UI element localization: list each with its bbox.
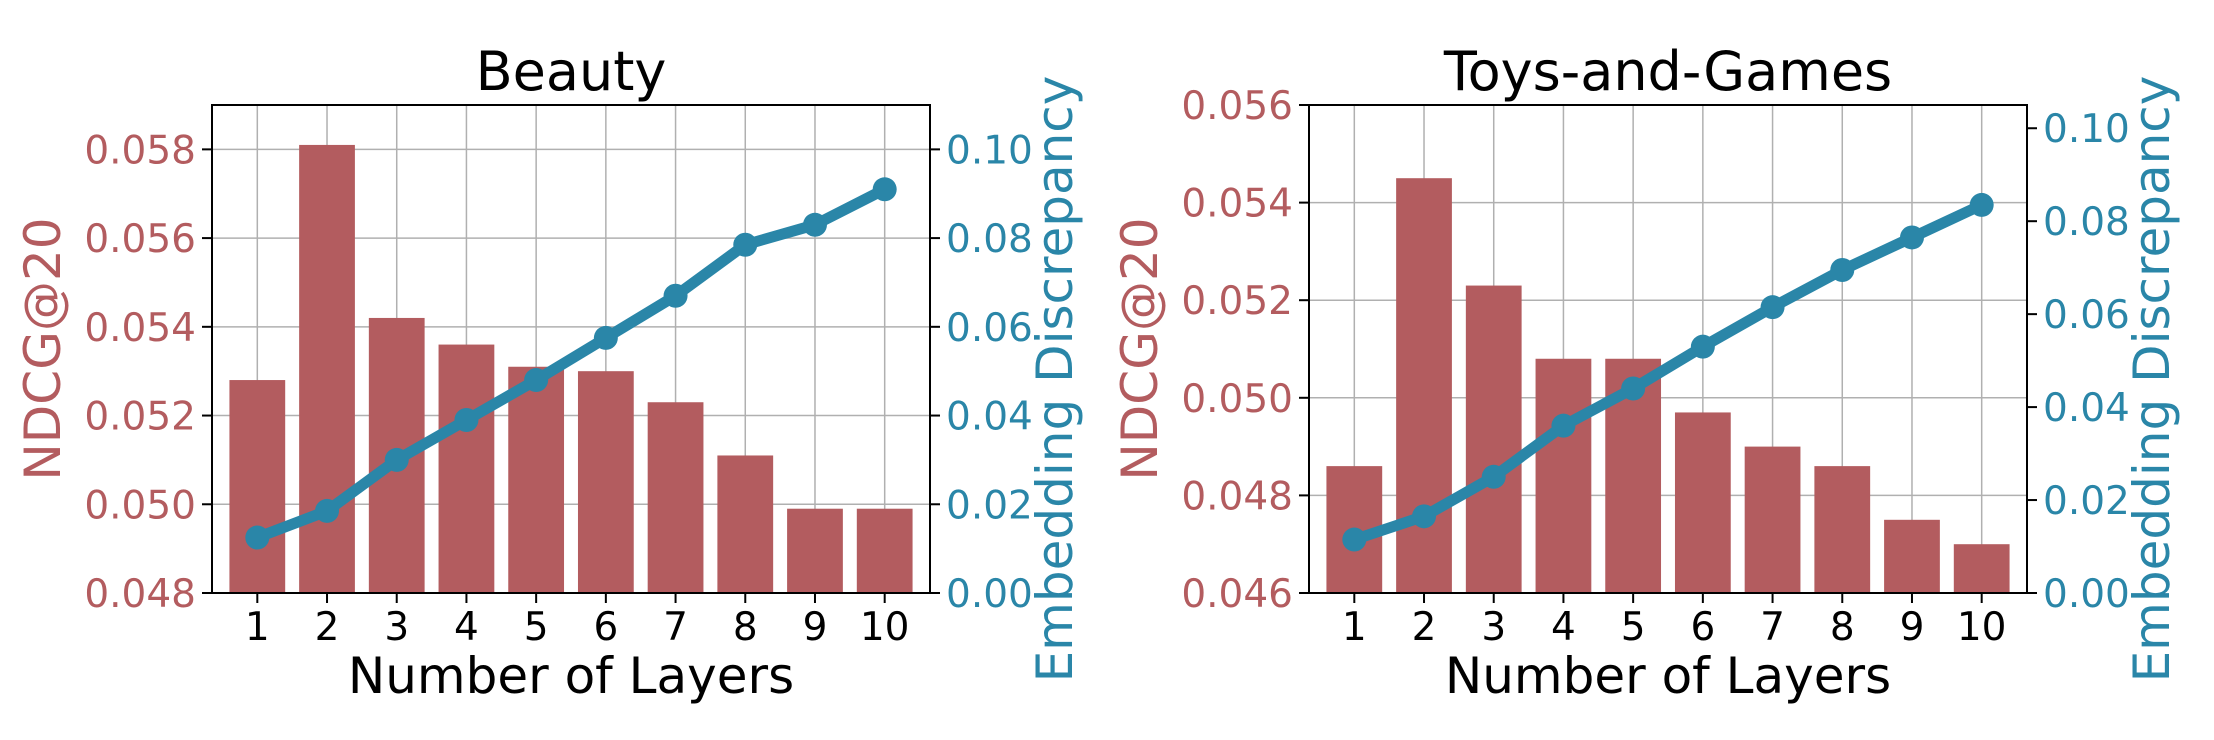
line-point: [733, 232, 758, 257]
y-axis-label-right: Embedding Discrepancy: [2123, 76, 2181, 683]
bar: [717, 455, 774, 593]
bar: [647, 402, 704, 593]
y-tick-label-right: 0.08: [2043, 200, 2130, 245]
bar: [1884, 519, 1940, 593]
y-tick-label-left: 0.052: [84, 395, 196, 440]
line-point: [1760, 295, 1785, 320]
line-point: [1551, 413, 1576, 438]
bar: [1465, 285, 1522, 593]
x-tick-label: 3: [384, 605, 409, 650]
x-tick-label: 5: [524, 605, 549, 650]
x-tick-label: 10: [1957, 605, 2007, 650]
bar: [787, 508, 843, 593]
x-tick-label: 6: [1690, 605, 1715, 650]
chart-title: Beauty: [476, 40, 667, 103]
bar: [1535, 358, 1592, 593]
chart-title: Toys-and-Games: [1443, 40, 1892, 103]
y-tick-label-right: 0.00: [2043, 572, 2130, 617]
chart-beauty: 1 2 3 4 5 6 7 8 9 10 0.048 0.050 0.052 0.054 0.056 0.05…: [14, 40, 1084, 705]
x-axis-label: Number of Layers: [1445, 647, 1891, 705]
line-point: [524, 368, 549, 393]
y-tick-label-right: 0.04: [2043, 386, 2130, 431]
bar: [508, 366, 565, 593]
x-tick-label: 6: [593, 605, 618, 650]
x-tick-label: 4: [1551, 605, 1576, 650]
line-point: [872, 177, 897, 202]
line-point: [1412, 504, 1437, 529]
plot-frame: [211, 104, 931, 594]
x-tick-label: 8: [1830, 605, 1855, 650]
y-tick-label-left: 0.058: [84, 128, 196, 173]
line-point: [1830, 257, 1855, 282]
bar: [577, 371, 634, 593]
line-point: [245, 525, 270, 550]
y-tick-label-left: 0.048: [1181, 474, 1293, 519]
bar: [299, 144, 355, 593]
x-tick-label: 1: [245, 605, 270, 650]
bar: [1674, 412, 1731, 593]
bar: [438, 344, 495, 593]
y-tick-label-left: 0.056: [84, 217, 196, 262]
plot-frame: [1308, 104, 2028, 594]
line-point: [593, 325, 618, 350]
y-tick-label-left: 0.054: [1181, 182, 1293, 227]
line-point: [1690, 334, 1715, 359]
x-tick-label: 4: [454, 605, 479, 650]
x-tick-label: 7: [1760, 605, 1785, 650]
x-tick-label: 2: [315, 605, 340, 650]
bar: [1814, 466, 1871, 593]
y-tick-label-right: 0.10: [2043, 107, 2130, 152]
y-tick-label-right: 0.08: [946, 217, 1033, 262]
y-tick-label-right: 0.02: [946, 483, 1033, 528]
line-point: [802, 212, 827, 237]
y-tick-label-left: 0.054: [84, 306, 196, 351]
line-point: [663, 283, 688, 308]
y-tick-label-left: 0.056: [1181, 84, 1293, 129]
line-point: [1481, 464, 1506, 489]
y-tick-label-right: 0.06: [946, 306, 1033, 351]
y-tick-label-right: 0.00: [946, 572, 1033, 617]
line-point: [315, 498, 340, 523]
bar: [1953, 544, 2010, 593]
x-tick-label: 5: [1621, 605, 1646, 650]
line-point: [454, 407, 479, 432]
y-tick-label-right: 0.02: [2043, 479, 2130, 524]
y-tick-label-right: 0.06: [2043, 293, 2130, 338]
x-axis-label: Number of Layers: [348, 647, 794, 705]
chart-toys-and-games: 1 2 3 4 5 6 7 8 9 10 0.046 0.048 0.050 0.052 0.054 0.05…: [1111, 40, 2181, 705]
line-point: [384, 447, 409, 472]
line-point: [1899, 225, 1924, 250]
y-axis-label-left: NDCG@20: [14, 217, 72, 480]
y-axis-label-right: Embedding Discrepancy: [1026, 76, 1084, 683]
x-tick-label: 10: [860, 605, 910, 650]
x-tick-label: 7: [663, 605, 688, 650]
x-tick-label: 1: [1342, 605, 1367, 650]
y-tick-label-right: 0.10: [946, 128, 1033, 173]
series-line: [251, 183, 891, 544]
bar: [229, 380, 286, 593]
bar: [1396, 178, 1452, 593]
bar: [1744, 446, 1801, 593]
y-tick-label-left: 0.050: [1181, 377, 1293, 422]
y-tick-label-left: 0.050: [84, 483, 196, 528]
bar: [856, 508, 913, 593]
line-point: [1969, 192, 1994, 217]
x-tick-label: 9: [1900, 605, 1925, 650]
x-tick-label: 3: [1481, 605, 1506, 650]
line-point: [1342, 527, 1367, 552]
x-tick-label: 9: [803, 605, 828, 650]
x-tick-label: 2: [1412, 605, 1437, 650]
y-tick-label-left: 0.046: [1181, 572, 1293, 617]
y-tick-label-left: 0.052: [1181, 279, 1293, 324]
y-tick-label-left: 0.048: [84, 572, 196, 617]
y-tick-label-right: 0.04: [946, 395, 1033, 440]
y-axis-label-left: NDCG@20: [1111, 217, 1169, 480]
line-point: [1621, 376, 1646, 401]
x-tick-label: 8: [733, 605, 758, 650]
series-line: [1348, 199, 1988, 546]
